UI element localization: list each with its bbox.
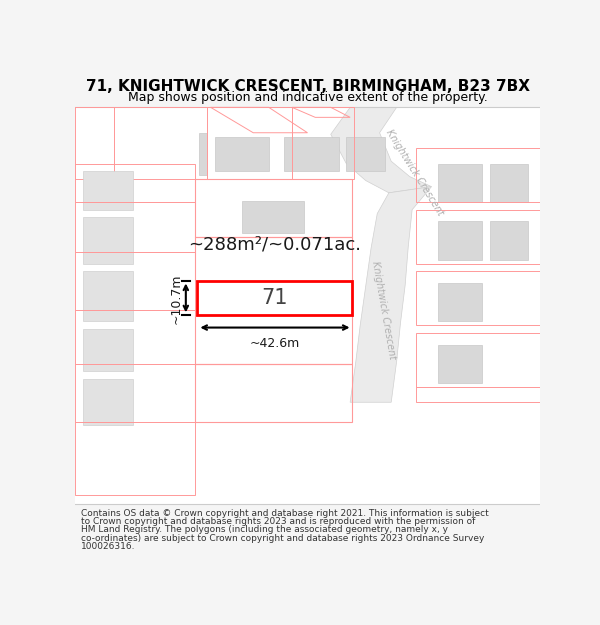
Polygon shape — [438, 221, 482, 260]
Polygon shape — [83, 171, 133, 210]
Polygon shape — [83, 217, 133, 264]
Text: 71, KNIGHTWICK CRESCENT, BIRMINGHAM, B23 7BX: 71, KNIGHTWICK CRESCENT, BIRMINGHAM, B23… — [86, 79, 530, 94]
Text: ~10.7m: ~10.7m — [169, 273, 182, 324]
Polygon shape — [490, 164, 529, 202]
Polygon shape — [83, 379, 133, 426]
Bar — [75, 107, 540, 504]
Text: 71: 71 — [262, 288, 288, 308]
Text: HM Land Registry. The polygons (including the associated geometry, namely x, y: HM Land Registry. The polygons (includin… — [81, 526, 448, 534]
Polygon shape — [438, 283, 482, 321]
Text: Map shows position and indicative extent of the property.: Map shows position and indicative extent… — [128, 91, 487, 104]
Text: to Crown copyright and database rights 2023 and is reproduced with the permissio: to Crown copyright and database rights 2… — [81, 517, 476, 526]
Text: Contains OS data © Crown copyright and database right 2021. This information is : Contains OS data © Crown copyright and d… — [81, 509, 489, 518]
Text: Knightwick Crescent: Knightwick Crescent — [370, 260, 397, 360]
Polygon shape — [197, 281, 352, 315]
Polygon shape — [242, 201, 304, 233]
Polygon shape — [215, 137, 269, 171]
Text: ~42.6m: ~42.6m — [250, 337, 300, 350]
Polygon shape — [346, 137, 385, 171]
Polygon shape — [350, 187, 431, 402]
Polygon shape — [490, 221, 529, 260]
Polygon shape — [438, 164, 482, 202]
Text: 100026316.: 100026316. — [81, 542, 136, 551]
Text: ~288m²/~0.071ac.: ~288m²/~0.071ac. — [188, 236, 361, 253]
Text: co-ordinates) are subject to Crown copyright and database rights 2023 Ordnance S: co-ordinates) are subject to Crown copyr… — [81, 534, 485, 543]
Polygon shape — [83, 271, 133, 321]
Polygon shape — [438, 344, 482, 383]
Text: Knightwick Crescent: Knightwick Crescent — [384, 128, 445, 218]
Polygon shape — [331, 107, 431, 192]
Polygon shape — [284, 137, 338, 171]
Polygon shape — [83, 329, 133, 371]
Polygon shape — [199, 132, 207, 175]
